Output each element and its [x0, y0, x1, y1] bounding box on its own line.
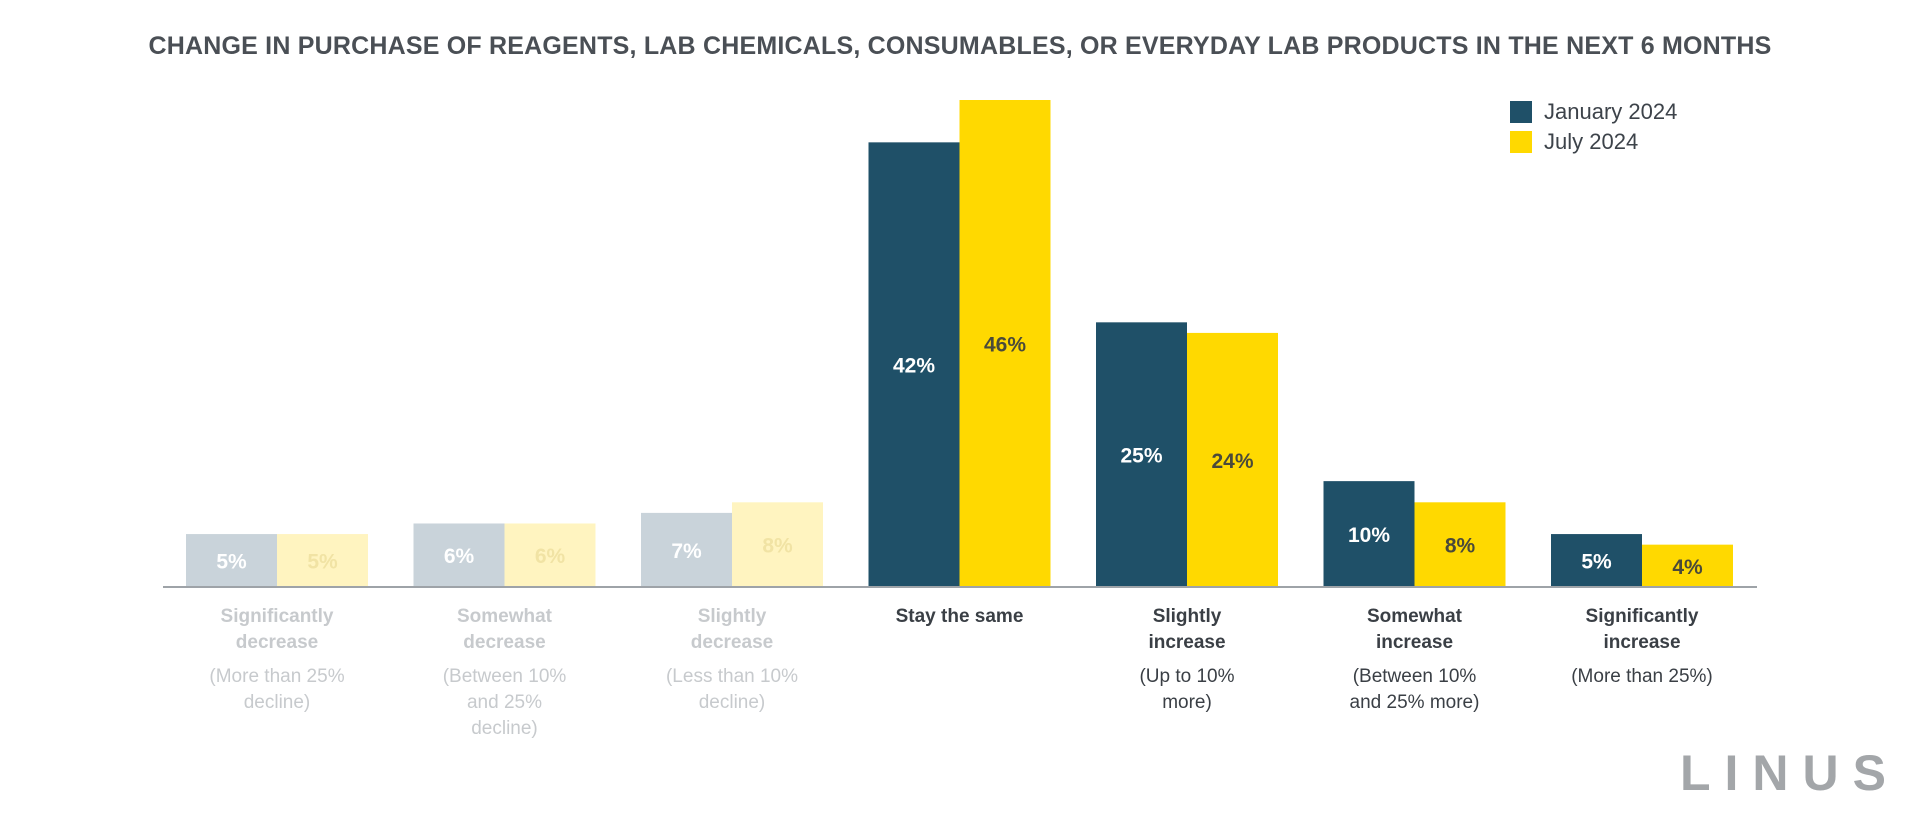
data-label-july-3: 46% — [984, 334, 1026, 357]
category-label-3-0: Stay the same — [896, 606, 1024, 627]
category-label-2-1: decrease — [691, 632, 773, 653]
category-label-1-0: Somewhat — [457, 606, 553, 627]
data-label-january-0: 5% — [216, 551, 247, 574]
category-sublabel-0-0: (More than 25% — [209, 666, 344, 687]
category-sublabel-2-0: (Less than 10% — [666, 666, 798, 687]
category-sublabel-1-0: (Between 10% — [443, 666, 567, 687]
data-label-july-5: 8% — [1445, 535, 1476, 558]
bar-july-2 — [732, 502, 823, 587]
bar-july-3 — [959, 100, 1051, 587]
bar-july-1 — [504, 523, 596, 587]
category-label-0-1: decrease — [236, 632, 318, 653]
data-label-january-1: 6% — [444, 545, 475, 568]
data-label-january-2: 7% — [671, 540, 702, 563]
bar-july-4 — [1187, 332, 1278, 587]
data-label-july-6: 4% — [1672, 556, 1703, 579]
category-sublabel-0-1: decline) — [244, 692, 311, 713]
bar-january-6 — [1551, 534, 1642, 587]
data-label-january-5: 10% — [1348, 524, 1390, 547]
data-label-january-4: 25% — [1120, 445, 1162, 468]
category-label-4-0: Slightly — [1153, 606, 1222, 627]
category-label-4-1: increase — [1148, 632, 1225, 653]
data-label-july-1: 6% — [535, 545, 566, 568]
chart-title: CHANGE IN PURCHASE OF REAGENTS, LAB CHEM… — [148, 32, 1772, 60]
legend-label-january: January 2024 — [1544, 99, 1678, 124]
legend-item-july: July 2024 — [1510, 127, 1677, 157]
data-label-july-0: 5% — [307, 551, 338, 574]
brand-logo: LINUS — [1680, 745, 1900, 801]
bar-july-6 — [1642, 544, 1733, 587]
bar-january-2 — [641, 512, 732, 587]
category-sublabel-4-0: (Up to 10% — [1139, 666, 1234, 687]
category-sublabel-4-1: more) — [1162, 692, 1212, 713]
data-label-january-6: 5% — [1581, 551, 1612, 574]
category-sublabel-5-0: (Between 10% — [1353, 666, 1477, 687]
bar-january-1 — [413, 523, 505, 587]
bar-july-0 — [277, 534, 368, 587]
bar-january-5 — [1323, 481, 1415, 587]
bar-january-3 — [868, 142, 960, 587]
category-label-1-1: decrease — [463, 632, 545, 653]
category-label-6-0: Significantly — [1586, 606, 1699, 627]
bar-january-0 — [186, 534, 277, 587]
bar-january-4 — [1096, 322, 1187, 587]
category-label-0-0: Significantly — [221, 606, 334, 627]
category-sublabel-2-1: decline) — [699, 692, 766, 713]
legend: January 2024 July 2024 — [1510, 97, 1677, 157]
category-label-2-0: Slightly — [698, 606, 767, 627]
data-label-july-2: 8% — [762, 535, 793, 558]
legend-label-july: July 2024 — [1544, 129, 1639, 154]
category-label-5-0: Somewhat — [1367, 606, 1463, 627]
legend-item-january: January 2024 — [1510, 97, 1677, 127]
data-label-july-4: 24% — [1211, 450, 1253, 473]
legend-swatch-january — [1510, 101, 1532, 123]
category-sublabel-5-1: and 25% more) — [1350, 692, 1480, 713]
category-label-6-1: increase — [1603, 632, 1680, 653]
category-sublabel-6-0: (More than 25%) — [1571, 666, 1713, 687]
category-sublabel-1-2: decline) — [471, 718, 538, 739]
category-sublabel-1-1: and 25% — [467, 692, 542, 713]
bar-july-5 — [1414, 502, 1506, 587]
data-label-january-3: 42% — [893, 355, 935, 378]
legend-swatch-july — [1510, 131, 1532, 153]
category-label-5-1: increase — [1376, 632, 1453, 653]
